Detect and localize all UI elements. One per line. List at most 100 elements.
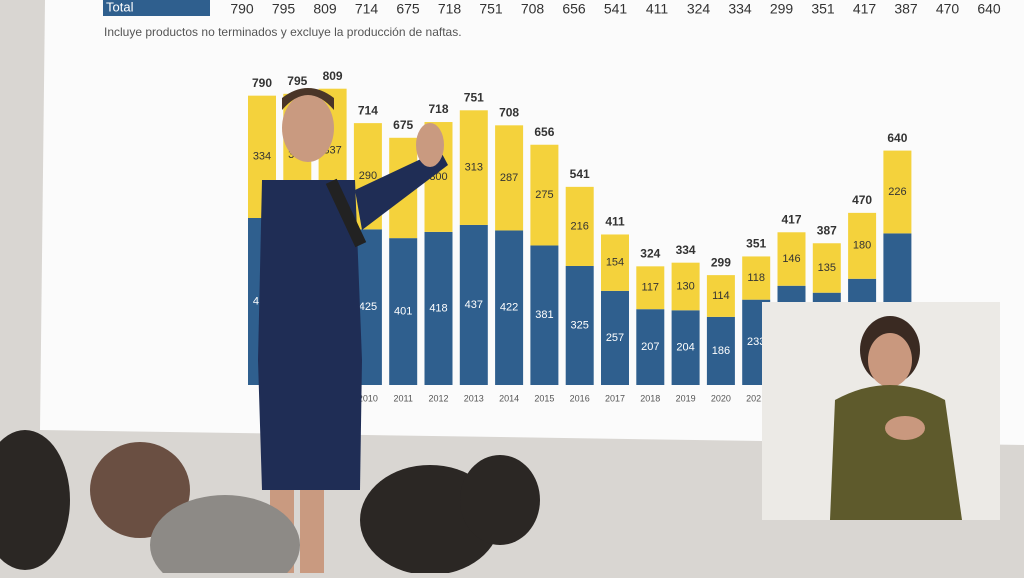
bar-segment xyxy=(389,238,418,385)
table-cell: 324 xyxy=(687,1,711,17)
total-label: 334 xyxy=(676,243,696,257)
total-label: 541 xyxy=(570,167,590,181)
total-label: 299 xyxy=(711,255,731,269)
bar-segment xyxy=(565,186,594,266)
total-label: 790 xyxy=(252,76,272,90)
bar-segment xyxy=(636,266,665,310)
value-label: 437 xyxy=(465,299,483,311)
bar-segment xyxy=(424,231,453,385)
bar-segment xyxy=(706,275,735,317)
bar-segment xyxy=(459,110,488,225)
value-label: 204 xyxy=(676,342,694,354)
total-label: 470 xyxy=(852,193,872,207)
value-label: 418 xyxy=(429,302,447,314)
x-tick-label: 2010 xyxy=(358,393,378,403)
total-label: 809 xyxy=(323,69,343,83)
value-label: 130 xyxy=(676,280,694,292)
bar-segment xyxy=(706,316,735,385)
x-tick-label: 2018 xyxy=(640,393,660,403)
bar-segment xyxy=(671,310,700,385)
value-label: 334 xyxy=(253,151,271,163)
bar-segment xyxy=(636,309,665,385)
value-label: 118 xyxy=(747,272,765,284)
x-tick-label: 2019 xyxy=(676,393,696,403)
total-label: 714 xyxy=(358,103,378,117)
table-cell: 656 xyxy=(562,1,586,17)
value-label: 233 xyxy=(747,336,765,348)
bar-segment xyxy=(530,245,559,385)
bar-segment xyxy=(777,232,806,286)
value-label: 114 xyxy=(712,290,730,302)
value-label: 425 xyxy=(359,301,377,313)
value-label: 287 xyxy=(500,172,518,184)
bar-segment xyxy=(530,144,559,246)
value-label: 275 xyxy=(535,189,553,201)
value-label: 117 xyxy=(642,282,660,294)
value-label: 207 xyxy=(641,341,659,353)
bar-segment xyxy=(601,234,629,291)
note: Incluye productos no terminados y excluy… xyxy=(104,25,462,39)
table-cell: 470 xyxy=(936,1,960,17)
table-cell: 790 xyxy=(230,1,254,17)
x-tick-label: 2021 xyxy=(746,393,766,403)
table-cell: 411 xyxy=(646,1,669,17)
x-tick-label: 2020 xyxy=(711,393,731,403)
x-tick-label: 2013 xyxy=(464,393,484,403)
x-tick-label: 2012 xyxy=(428,393,448,403)
table-row-label: Total xyxy=(106,0,134,14)
table-cell: 751 xyxy=(479,1,503,17)
table-cell: 675 xyxy=(396,1,420,17)
table-cell: 640 xyxy=(977,1,1001,17)
total-label: 324 xyxy=(640,247,660,261)
table-cell: 541 xyxy=(604,1,628,17)
interpreter-window xyxy=(762,302,1000,520)
value-label: 313 xyxy=(465,162,483,174)
bar-segment xyxy=(601,290,629,385)
value-label: 180 xyxy=(853,240,871,252)
total-label: 417 xyxy=(781,212,801,226)
total-label: 411 xyxy=(605,215,625,229)
bar-segment xyxy=(812,243,841,293)
table-cell: 795 xyxy=(272,1,296,17)
x-tick-label: 2017 xyxy=(605,393,625,403)
value-label: 401 xyxy=(394,305,412,317)
total-label: 751 xyxy=(464,90,484,104)
total-label: 675 xyxy=(393,118,413,132)
total-label: 640 xyxy=(887,131,907,145)
table-cell: 718 xyxy=(438,1,462,17)
x-tick-label: 2014 xyxy=(499,393,519,403)
value-label: 257 xyxy=(606,332,624,344)
bar-segment xyxy=(671,262,700,311)
total-label: 656 xyxy=(534,125,554,139)
table-cell: 417 xyxy=(853,1,877,17)
bar-segment xyxy=(495,230,524,385)
value-label: 290 xyxy=(359,170,377,182)
value-label: 226 xyxy=(888,186,906,198)
bar-segment xyxy=(565,265,594,385)
bar-segment xyxy=(459,224,488,385)
table-cell: 387 xyxy=(894,1,918,17)
value-label: 216 xyxy=(571,220,589,232)
value-label: 325 xyxy=(571,319,589,331)
value-label: 154 xyxy=(606,257,624,269)
bar-segment xyxy=(883,150,912,234)
x-tick-label: 2016 xyxy=(570,393,590,403)
total-label: 351 xyxy=(746,237,766,251)
total-label: 718 xyxy=(428,102,448,116)
table-header-cell xyxy=(103,0,210,16)
table-cell: 714 xyxy=(355,1,379,17)
table-cell: 351 xyxy=(811,1,835,17)
total-label: 708 xyxy=(499,106,519,120)
value-label: 135 xyxy=(818,262,836,274)
total-label: 795 xyxy=(287,74,307,88)
table-cell: 334 xyxy=(728,1,752,17)
table-cell: 809 xyxy=(313,1,337,17)
x-tick-label: 2015 xyxy=(534,393,554,403)
table-cell: 299 xyxy=(770,1,794,17)
audience xyxy=(0,430,540,578)
bar-segment xyxy=(848,212,877,279)
table-cell: 708 xyxy=(521,1,545,17)
value-label: 422 xyxy=(500,302,518,314)
x-tick-label: 2011 xyxy=(394,393,413,403)
total-label: 387 xyxy=(817,223,837,237)
